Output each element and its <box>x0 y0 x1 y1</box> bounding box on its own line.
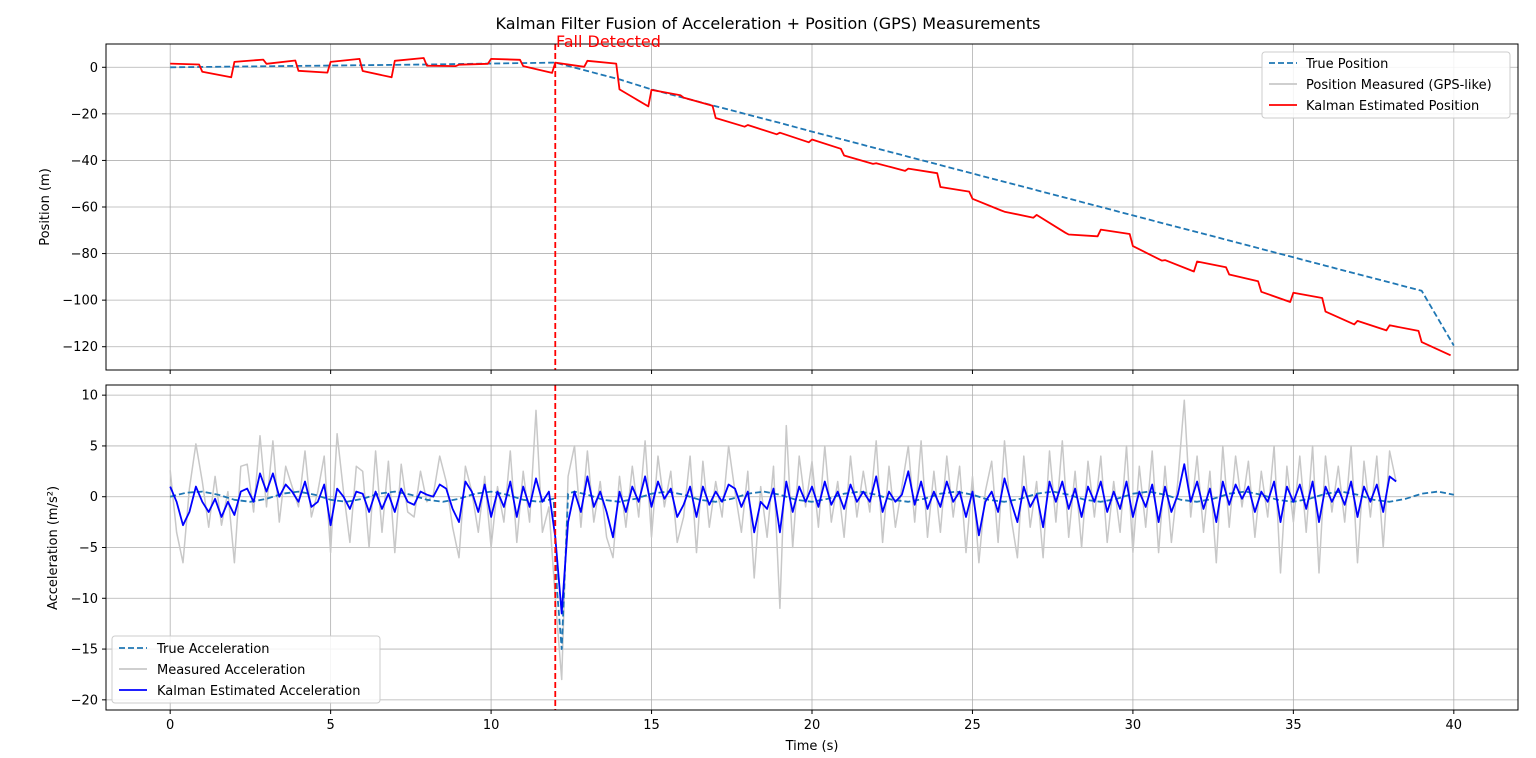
acceleration-xtick-label: 30 <box>1125 718 1142 733</box>
position-ytick-label: −100 <box>62 294 98 309</box>
legend-true-acceleration-label: True Acceleration <box>156 642 270 657</box>
acceleration-xtick-label: 25 <box>964 718 981 733</box>
position-ticks: 0 −20 −40 −60 −80 −100 −120 <box>62 61 1455 374</box>
position-series <box>170 57 1455 357</box>
position-ytick-label: −20 <box>71 107 98 122</box>
acceleration-legend: True Acceleration Measured Acceleration … <box>111 635 381 704</box>
acceleration-ytick-label: 5 <box>90 439 98 454</box>
position-ylabel: Position (m) <box>38 168 53 246</box>
legend-measured-acceleration-label: Measured Acceleration <box>157 663 305 678</box>
position-legend: True Position Position Measured (GPS-lik… <box>1261 51 1511 119</box>
acceleration-series-measured-acceleration <box>169 399 1397 681</box>
acceleration-ytick-label: −10 <box>71 592 98 607</box>
acceleration-xtick-label: 5 <box>326 718 334 733</box>
legend-kalman-acceleration-label: Kalman Estimated Acceleration <box>157 684 360 699</box>
acceleration-xtick-label: 35 <box>1285 718 1302 733</box>
acceleration-ylabel: Acceleration (m/s²) <box>46 486 61 610</box>
legend-kalman-position-label: Kalman Estimated Position <box>1306 99 1479 114</box>
legend-gps-measured-label: Position Measured (GPS-like) <box>1306 78 1492 93</box>
acceleration-ytick-label: −15 <box>71 643 98 658</box>
acceleration-ytick-label: −5 <box>79 541 98 556</box>
acceleration-xtick-label: 20 <box>804 718 821 733</box>
acceleration-xtick-label: 10 <box>483 718 500 733</box>
acceleration-ticks: 0 5 10 15 20 25 30 35 40 10 5 0 −5 −10 −15 −20 <box>71 389 1463 733</box>
figure-title: Kalman Filter Fusion of Acceleration + P… <box>496 14 1041 33</box>
position-ytick-label: −120 <box>62 340 98 355</box>
acceleration-ytick-label: 10 <box>81 389 98 404</box>
acceleration-series-kalman-estimated-acceleration <box>169 463 1397 615</box>
fall-detected-annotation: Fall Detected <box>556 32 661 51</box>
acceleration-panel: 0 5 10 15 20 25 30 35 40 10 5 0 −5 −10 −15 −20 Accelera… <box>46 384 1519 754</box>
acceleration-xtick-label: 40 <box>1446 718 1463 733</box>
acceleration-xtick-label: 15 <box>643 718 660 733</box>
position-ytick-label: −80 <box>71 247 98 262</box>
position-panel: 0 −20 −40 −60 −80 −100 −120 Position (m) Fall … <box>38 32 1519 374</box>
acceleration-ytick-label: −20 <box>71 693 98 708</box>
acceleration-xtick-label: 0 <box>166 718 174 733</box>
position-series-kalman-estimated-position <box>170 57 1451 357</box>
position-ytick-label: −40 <box>71 154 98 169</box>
x-axis-label: Time (s) <box>785 739 839 754</box>
position-ytick-label: 0 <box>90 61 98 76</box>
acceleration-ytick-label: 0 <box>90 490 98 505</box>
position-legend-box <box>1261 51 1511 119</box>
position-ytick-label: −60 <box>71 201 98 216</box>
legend-true-position-label: True Position <box>1305 57 1388 72</box>
acceleration-series <box>169 399 1454 681</box>
acceleration-legend-box <box>111 635 381 704</box>
